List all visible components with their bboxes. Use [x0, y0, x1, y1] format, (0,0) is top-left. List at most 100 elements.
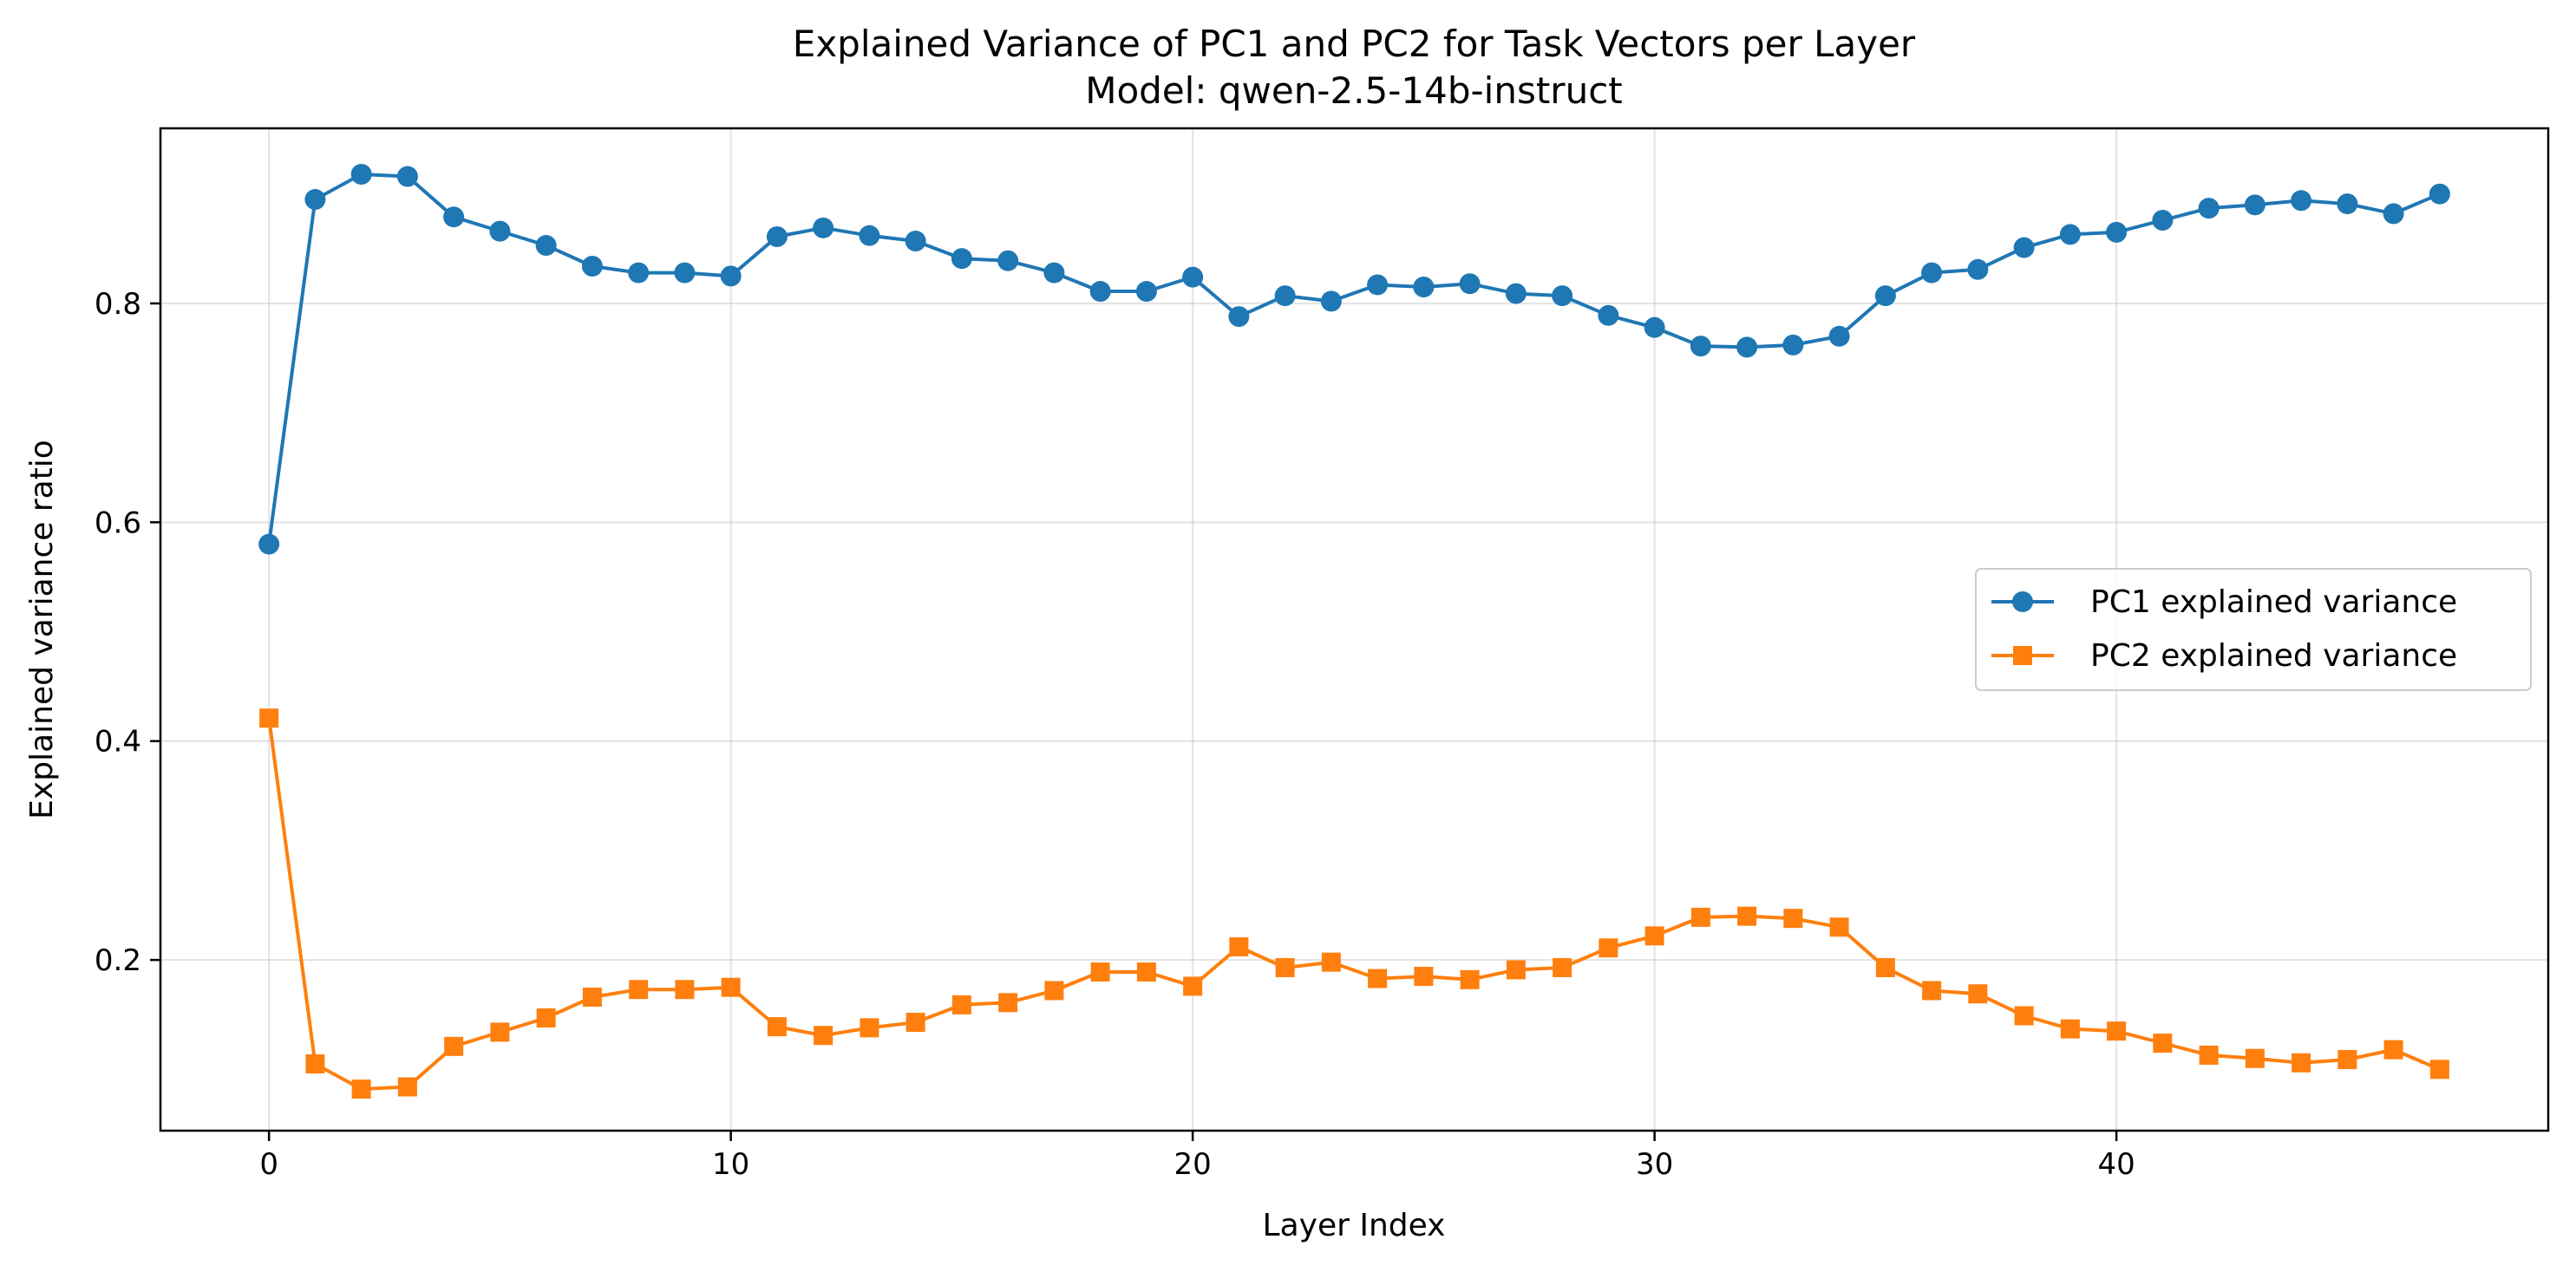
chart-subtitle: Model: qwen-2.5-14b-instruct	[1085, 69, 1623, 112]
data-point	[443, 206, 465, 228]
data-point	[1274, 285, 1296, 307]
data-point	[1829, 917, 1849, 937]
data-point	[629, 980, 649, 1000]
data-point	[859, 225, 880, 246]
x-axis-label: Layer Index	[1263, 1208, 1446, 1243]
data-point	[2245, 1048, 2265, 1068]
tick-layer: 0 10 20 30 40 0.2 0.4 0.6 0.8	[95, 287, 2135, 1182]
data-point	[951, 995, 971, 1014]
data-point	[581, 256, 603, 277]
grid-lines	[160, 128, 2548, 1131]
data-point	[813, 217, 834, 238]
data-point	[1782, 334, 1804, 356]
chart-title: Explained Variance of PC1 and PC2 for Ta…	[793, 23, 1916, 65]
data-point	[1275, 957, 1295, 977]
data-point	[304, 189, 326, 211]
data-point	[814, 1026, 834, 1046]
legend-label-pc1: PC1 explained variance	[2090, 584, 2457, 620]
data-point	[1459, 273, 1481, 295]
data-point	[1367, 274, 1389, 296]
data-point	[582, 988, 602, 1008]
data-point	[1182, 266, 1204, 288]
y-axis-label: Explained variance ratio	[24, 440, 60, 819]
x-tick-label: 0	[259, 1147, 278, 1182]
data-point	[1044, 981, 1064, 1001]
x-tick-label: 20	[1174, 1147, 1211, 1182]
data-point	[2060, 1019, 2080, 1039]
data-point	[998, 993, 1018, 1013]
data-point	[1413, 276, 1435, 297]
series-1	[258, 164, 2450, 555]
series-2	[259, 708, 2449, 1099]
legend-marker-pc2	[2013, 646, 2032, 665]
data-point	[1644, 926, 1664, 946]
data-point	[1598, 304, 1619, 326]
data-point	[628, 262, 650, 284]
data-point	[2383, 1040, 2403, 1060]
plot-frame	[159, 127, 2550, 1132]
data-point	[536, 1008, 556, 1028]
data-point	[906, 1013, 925, 1033]
data-point	[721, 977, 741, 997]
data-point	[397, 1077, 417, 1097]
x-tick-label: 30	[1636, 1147, 1673, 1182]
legend: PC1 explained variance PC2 explained var…	[1975, 568, 2532, 691]
data-point	[1968, 984, 1988, 1004]
data-point	[1553, 957, 1572, 977]
data-point	[997, 250, 1019, 271]
data-point	[1599, 938, 1618, 958]
data-point	[767, 1017, 787, 1037]
data-point	[2107, 1021, 2127, 1041]
data-point	[1414, 967, 1434, 987]
data-point	[1644, 316, 1665, 338]
data-point	[675, 980, 695, 1000]
data-point	[2429, 183, 2450, 205]
data-point	[2153, 1034, 2173, 1053]
data-point	[258, 533, 280, 555]
data-point	[1690, 336, 1711, 357]
legend-marker-pc1	[2012, 591, 2033, 612]
data-point	[905, 230, 926, 251]
data-point	[1460, 969, 1480, 989]
data-point	[2244, 194, 2265, 216]
data-point	[1875, 957, 1895, 977]
data-point	[860, 1018, 879, 1038]
data-point	[535, 235, 557, 257]
y-tick-label: 0.4	[95, 725, 141, 760]
data-point	[396, 166, 418, 187]
data-point	[1229, 936, 1249, 956]
data-point	[1874, 285, 1896, 307]
data-point	[1320, 290, 1342, 312]
y-tick-label: 0.2	[95, 943, 141, 978]
legend-frame	[1975, 568, 2532, 691]
data-point	[490, 1022, 510, 1042]
data-point	[1135, 281, 1157, 303]
data-point	[1368, 969, 1388, 988]
x-tick-label: 40	[2097, 1147, 2135, 1182]
data-point	[1690, 907, 1710, 927]
data-point	[489, 220, 511, 242]
data-point	[766, 225, 788, 247]
data-point	[1506, 960, 1526, 980]
data-point	[2152, 210, 2174, 232]
data-point	[259, 708, 279, 728]
data-point	[951, 248, 972, 270]
data-point	[2429, 1060, 2449, 1080]
data-point	[1505, 283, 1527, 304]
data-point	[1043, 262, 1065, 284]
data-point	[1089, 281, 1111, 303]
data-point	[1736, 336, 1758, 358]
data-point	[444, 1036, 464, 1056]
data-point	[2199, 1045, 2219, 1065]
y-tick-label: 0.6	[95, 506, 141, 540]
data-point	[1090, 962, 1110, 982]
data-point	[1967, 258, 1989, 280]
data-point	[1922, 981, 1942, 1001]
data-point	[1783, 909, 1803, 929]
data-point	[305, 1054, 325, 1074]
series-layer	[258, 164, 2450, 1099]
data-point	[2337, 1049, 2357, 1069]
data-point	[674, 262, 696, 284]
legend-label-pc2: PC2 explained variance	[2090, 638, 2457, 674]
